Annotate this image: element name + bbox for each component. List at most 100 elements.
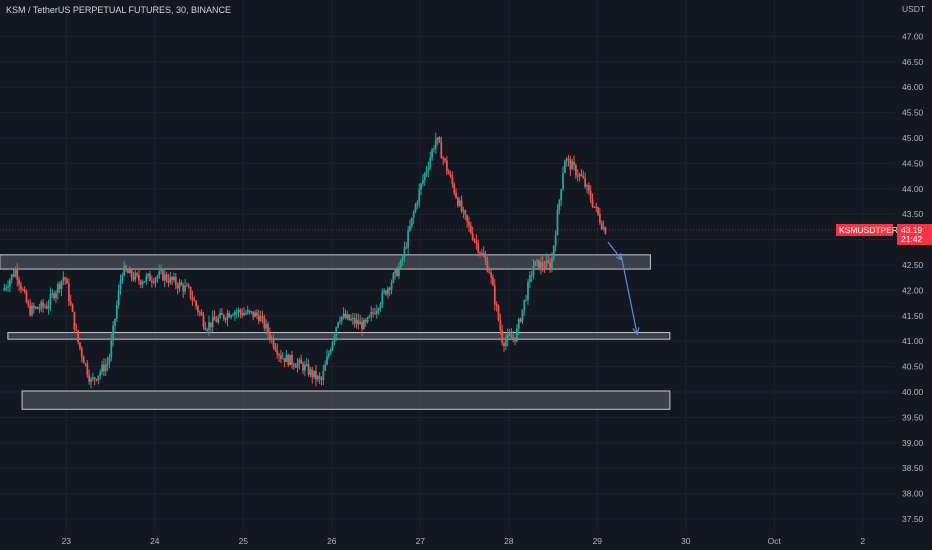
currency-label: USDT: [902, 4, 925, 14]
price-tag: KSMUSDTPERP 43.19 21:42: [836, 223, 932, 245]
candle-body: [73, 311, 76, 330]
candle-body: [333, 336, 336, 343]
candle-body: [182, 285, 185, 292]
candle-body: [209, 322, 212, 327]
candle-body: [176, 285, 179, 289]
candle-body: [495, 304, 498, 306]
candle-body: [580, 174, 583, 176]
candle-body: [508, 334, 511, 336]
candle-body: [545, 260, 548, 268]
candle-body: [265, 324, 268, 329]
candle-body: [257, 315, 260, 322]
candle-body: [353, 317, 356, 324]
candle-body: [421, 179, 424, 184]
candle-body: [512, 337, 515, 339]
candle-body: [451, 176, 454, 185]
candle-body: [213, 316, 216, 321]
candle-body: [504, 340, 507, 347]
candle-body: [563, 161, 566, 174]
candle-body: [115, 305, 118, 320]
candle-body: [95, 379, 98, 381]
candle-body: [318, 376, 321, 379]
candle-body: [18, 279, 20, 285]
candle-body: [82, 356, 85, 364]
candle-body: [407, 230, 410, 248]
candle-body: [173, 276, 175, 281]
candle-body: [414, 204, 417, 213]
candle-body: [267, 324, 269, 334]
candle-body: [464, 210, 467, 215]
candle-body: [445, 160, 448, 172]
candle-body: [90, 379, 92, 382]
price-tick-label: 38.50: [902, 463, 924, 473]
price-axis[interactable]: 37.50 38.00 38.50 39.00 39.50 40.00 40.50 41.00…: [902, 31, 924, 524]
candle-body: [532, 265, 535, 276]
candle-body: [283, 358, 286, 363]
time-axis[interactable]: 23 24 25 26 27 28 29 30 Oct 2: [62, 536, 866, 546]
candle-body: [38, 308, 41, 310]
candle-body: [525, 299, 528, 301]
candle-body: [370, 311, 373, 316]
zones-layer[interactable]: [0, 254, 671, 410]
candle-body: [224, 318, 227, 320]
candle-body: [29, 305, 32, 316]
candle-body: [539, 261, 542, 270]
candle-body: [523, 299, 526, 310]
candle-body: [582, 175, 585, 179]
candle-body: [51, 293, 54, 295]
zone-rect-3[interactable]: [21, 390, 671, 410]
candle-body: [418, 189, 421, 203]
arrows-layer[interactable]: [607, 241, 640, 336]
candle-body: [222, 314, 225, 319]
candle-body: [241, 312, 244, 316]
candle-body: [560, 189, 563, 201]
candle-body: [138, 275, 140, 281]
candle-body: [460, 200, 463, 212]
candle-body: [36, 307, 39, 309]
candle-body: [86, 363, 89, 375]
candle-body: [132, 276, 135, 280]
candle-body: [189, 286, 192, 298]
candle-body: [139, 280, 142, 285]
candle-body: [147, 273, 150, 277]
projection-arrow-2[interactable]: [621, 259, 638, 335]
candle-body: [126, 270, 129, 274]
candle-body: [593, 206, 596, 208]
candle-body: [305, 364, 308, 366]
candle-body: [329, 349, 332, 354]
candle-body: [436, 137, 439, 140]
candle-body: [394, 269, 397, 274]
candle-body: [571, 161, 574, 170]
candle-body: [381, 292, 384, 305]
time-tick-label: Oct: [768, 536, 782, 546]
candle-body: [375, 310, 378, 314]
candle-body: [298, 359, 301, 364]
candle-body: [31, 305, 33, 316]
candle-body: [230, 315, 233, 318]
candle-body: [44, 306, 46, 308]
candle-body: [335, 327, 338, 337]
candle-body: [324, 364, 327, 371]
price-tick-label: 44.50: [902, 158, 924, 168]
candle-body: [364, 319, 367, 323]
candle-body: [270, 337, 273, 340]
candle-body: [490, 272, 492, 278]
candle-body: [541, 261, 544, 267]
candle-body: [154, 278, 157, 283]
candle-body: [475, 240, 478, 243]
zone-rect-2[interactable]: [7, 332, 671, 340]
candle-body: [549, 262, 551, 269]
candle-body: [401, 257, 404, 261]
candle-body: [488, 271, 491, 273]
candle-body: [565, 158, 568, 162]
candle-body: [477, 242, 480, 253]
projection-arrow-1[interactable]: [607, 241, 623, 261]
candle-body: [66, 279, 68, 284]
candle-body: [171, 276, 174, 281]
candle-body: [311, 369, 314, 378]
candle-body: [440, 142, 443, 159]
price-tick-label: 38.00: [902, 489, 924, 499]
candle-body: [377, 308, 380, 311]
